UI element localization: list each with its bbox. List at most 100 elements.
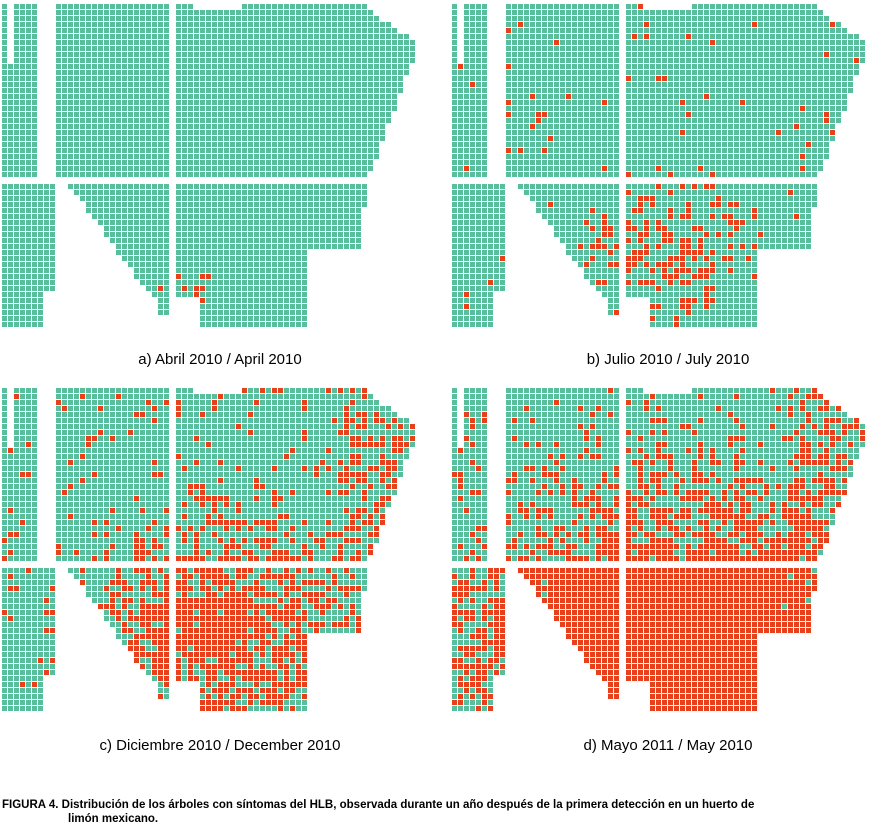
healthy-tree	[218, 106, 223, 111]
healthy-tree	[626, 202, 631, 207]
healthy-tree	[212, 172, 217, 177]
healthy-tree	[482, 118, 487, 123]
healthy-tree	[740, 142, 745, 147]
healthy-tree	[704, 82, 709, 87]
healthy-tree	[236, 124, 241, 129]
healthy-tree	[764, 136, 769, 141]
healthy-tree	[308, 58, 313, 63]
healthy-tree	[596, 142, 601, 147]
healthy-tree	[644, 40, 649, 45]
healthy-tree	[638, 94, 643, 99]
healthy-tree	[194, 40, 199, 45]
healthy-tree	[644, 88, 649, 93]
healthy-tree	[662, 64, 667, 69]
healthy-tree	[176, 88, 181, 93]
healthy-tree	[194, 70, 199, 75]
healthy-tree	[644, 106, 649, 111]
healthy-tree	[20, 76, 25, 81]
healthy-tree	[680, 190, 685, 195]
healthy-tree	[572, 142, 577, 147]
healthy-tree	[290, 70, 295, 75]
healthy-tree	[164, 118, 169, 123]
healthy-tree	[32, 10, 37, 15]
healthy-tree	[800, 16, 805, 21]
infected-tree	[590, 226, 595, 231]
healthy-tree	[236, 106, 241, 111]
healthy-tree	[230, 232, 235, 237]
healthy-tree	[332, 82, 337, 87]
healthy-tree	[530, 160, 535, 165]
healthy-tree	[536, 190, 541, 195]
healthy-tree	[338, 82, 343, 87]
healthy-tree	[302, 46, 307, 51]
healthy-tree	[182, 232, 187, 237]
healthy-tree	[482, 70, 487, 75]
healthy-tree	[236, 16, 241, 21]
healthy-tree	[248, 214, 253, 219]
healthy-tree	[182, 184, 187, 189]
healthy-tree	[656, 94, 661, 99]
healthy-tree	[554, 82, 559, 87]
healthy-tree	[698, 64, 703, 69]
healthy-tree	[266, 148, 271, 153]
healthy-tree	[602, 70, 607, 75]
healthy-tree	[470, 172, 475, 177]
healthy-tree	[2, 130, 7, 135]
healthy-tree	[272, 160, 277, 165]
healthy-tree	[224, 28, 229, 33]
healthy-tree	[242, 322, 247, 327]
healthy-tree	[788, 166, 793, 171]
healthy-tree	[200, 316, 205, 321]
infected-tree	[734, 202, 739, 207]
healthy-tree	[326, 226, 331, 231]
healthy-tree	[560, 112, 565, 117]
healthy-tree	[218, 322, 223, 327]
healthy-tree	[320, 142, 325, 147]
healthy-tree	[194, 214, 199, 219]
healthy-tree	[530, 52, 535, 57]
healthy-tree	[56, 94, 61, 99]
healthy-tree	[452, 184, 457, 189]
healthy-tree	[200, 124, 205, 129]
healthy-tree	[728, 82, 733, 87]
healthy-tree	[92, 208, 97, 213]
healthy-tree	[2, 280, 7, 285]
healthy-tree	[824, 106, 829, 111]
healthy-tree	[32, 256, 37, 261]
healthy-tree	[332, 172, 337, 177]
healthy-tree	[470, 202, 475, 207]
healthy-tree	[134, 226, 139, 231]
healthy-tree	[26, 166, 31, 171]
healthy-tree	[740, 118, 745, 123]
healthy-tree	[248, 310, 253, 315]
healthy-tree	[116, 154, 121, 159]
healthy-tree	[494, 190, 499, 195]
healthy-tree	[242, 46, 247, 51]
healthy-tree	[308, 28, 313, 33]
healthy-tree	[482, 202, 487, 207]
healthy-tree	[350, 202, 355, 207]
healthy-tree	[578, 46, 583, 51]
healthy-tree	[752, 136, 757, 141]
healthy-tree	[812, 154, 817, 159]
healthy-tree	[572, 166, 577, 171]
healthy-tree	[230, 106, 235, 111]
healthy-tree	[218, 226, 223, 231]
healthy-tree	[320, 40, 325, 45]
healthy-tree	[572, 70, 577, 75]
healthy-tree	[296, 94, 301, 99]
healthy-tree	[686, 64, 691, 69]
healthy-tree	[332, 124, 337, 129]
infected-tree	[632, 208, 637, 213]
healthy-tree	[140, 40, 145, 45]
healthy-tree	[632, 76, 637, 81]
healthy-tree	[224, 34, 229, 39]
healthy-tree	[2, 184, 7, 189]
healthy-tree	[578, 76, 583, 81]
healthy-tree	[248, 262, 253, 267]
healthy-tree	[272, 208, 277, 213]
healthy-tree	[770, 220, 775, 225]
healthy-tree	[806, 136, 811, 141]
healthy-tree	[8, 154, 13, 159]
infected-tree	[536, 112, 541, 117]
